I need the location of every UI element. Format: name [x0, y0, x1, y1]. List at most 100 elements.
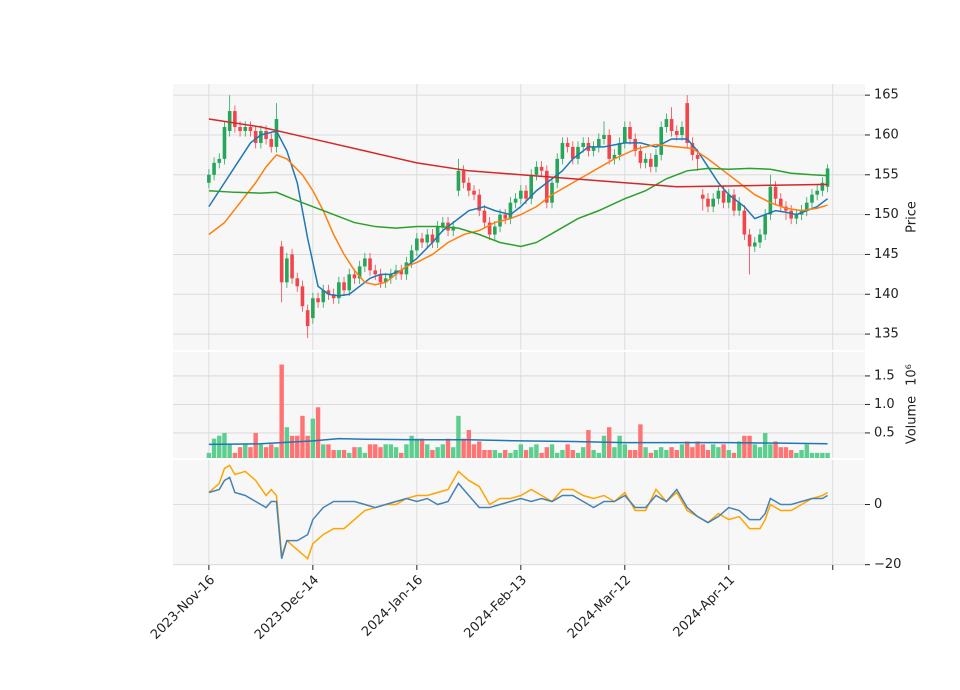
candle-body	[633, 138, 637, 151]
volume-bar	[217, 435, 222, 458]
y-tick-label: 0	[874, 497, 882, 512]
candle-body	[311, 298, 315, 319]
volume-bar	[336, 450, 342, 458]
volume-bar	[430, 450, 435, 458]
candle-body	[820, 182, 825, 191]
volume-bar	[695, 441, 700, 458]
volume-bar	[425, 444, 430, 458]
volume-bar	[679, 444, 685, 458]
volume-bar	[253, 432, 258, 458]
volume-bar	[503, 450, 508, 458]
candle-body	[259, 130, 263, 143]
volume-bar	[809, 452, 815, 458]
volume-bar	[643, 447, 648, 458]
x-tick-label: 2024-Feb-13	[462, 573, 531, 642]
candle-body	[274, 119, 279, 147]
candle-body	[363, 258, 367, 267]
y-axis-label: Price	[905, 201, 920, 233]
volume-bar	[227, 444, 232, 458]
candle-body	[342, 282, 346, 291]
candle-body	[279, 246, 284, 283]
candle-body	[435, 226, 440, 243]
volume-bar	[648, 452, 653, 458]
candle-body	[373, 270, 378, 275]
volume-bar	[539, 452, 544, 458]
candle-body	[597, 138, 601, 147]
candle-body	[248, 127, 253, 131]
candle-body	[623, 127, 627, 143]
candle-body	[513, 198, 518, 203]
candle-body	[227, 111, 232, 131]
candle-body	[331, 294, 336, 299]
volume-bar	[560, 450, 565, 458]
volume-bar	[544, 447, 550, 458]
volume-bar	[508, 452, 513, 458]
candle-body	[477, 194, 482, 211]
volume-bar	[513, 450, 518, 458]
volume-bar	[783, 447, 789, 458]
candle-body	[524, 190, 528, 199]
volume-bar	[814, 452, 820, 458]
y-tick-label: 150	[874, 207, 899, 222]
candle-body	[357, 266, 362, 279]
candle-body	[732, 194, 736, 211]
volume-bar	[523, 450, 529, 458]
volume-bar	[555, 452, 560, 458]
x-tick-label: 2024-Jan-16	[359, 573, 426, 640]
candle-body	[222, 127, 227, 159]
volume-bar	[378, 447, 383, 458]
volume-bar	[762, 432, 768, 458]
volume-bar	[669, 447, 674, 458]
volume-bar	[794, 452, 799, 458]
volume-bar	[674, 450, 679, 458]
volume-bar	[690, 447, 695, 458]
candle-body	[628, 127, 632, 139]
volume-bar	[347, 452, 352, 458]
volume-bar	[586, 430, 591, 458]
candle-body	[742, 210, 747, 235]
volume-bar	[788, 450, 794, 458]
volume-bar	[716, 447, 721, 458]
candle-body	[264, 130, 268, 139]
volume-bar	[482, 450, 487, 458]
candle-body	[269, 138, 274, 147]
y-tick-label: 145	[874, 247, 899, 262]
volume-bar	[471, 444, 477, 458]
candle-body	[368, 258, 372, 271]
y-tick-label: 165	[874, 88, 899, 103]
volume-bar	[305, 435, 310, 458]
volume-bar	[742, 435, 747, 458]
volume-bar	[752, 444, 757, 458]
candle-body	[550, 182, 554, 203]
volume-bar	[388, 444, 394, 458]
volume-bar	[799, 450, 804, 458]
candle-body	[669, 119, 674, 131]
y-axis-label: Volume	[905, 396, 920, 444]
volume-bar	[279, 364, 284, 458]
volume-bar	[310, 418, 316, 458]
volume-bar	[773, 441, 778, 458]
candle-body	[217, 158, 222, 163]
volume-bar	[705, 450, 711, 458]
candle-body	[503, 214, 508, 219]
volume-bar	[258, 444, 264, 458]
volume-bar	[747, 435, 752, 458]
price-panel	[173, 84, 865, 350]
volume-bar	[731, 452, 737, 458]
candle-body	[758, 234, 762, 243]
volume-bar	[206, 452, 212, 458]
candle-body	[565, 142, 570, 147]
volume-bar	[487, 450, 492, 458]
candle-body	[617, 142, 622, 155]
candle-body	[716, 190, 721, 199]
volume-bar	[632, 450, 638, 458]
candle-body	[493, 226, 497, 235]
volume-bar	[419, 438, 425, 458]
candle-body	[700, 194, 705, 199]
x-tick-label: 2023-Nov-16	[148, 573, 218, 643]
volume-bar	[664, 450, 669, 458]
candle-body	[300, 286, 305, 307]
candle-body	[778, 198, 783, 207]
volume-bar	[529, 447, 534, 458]
